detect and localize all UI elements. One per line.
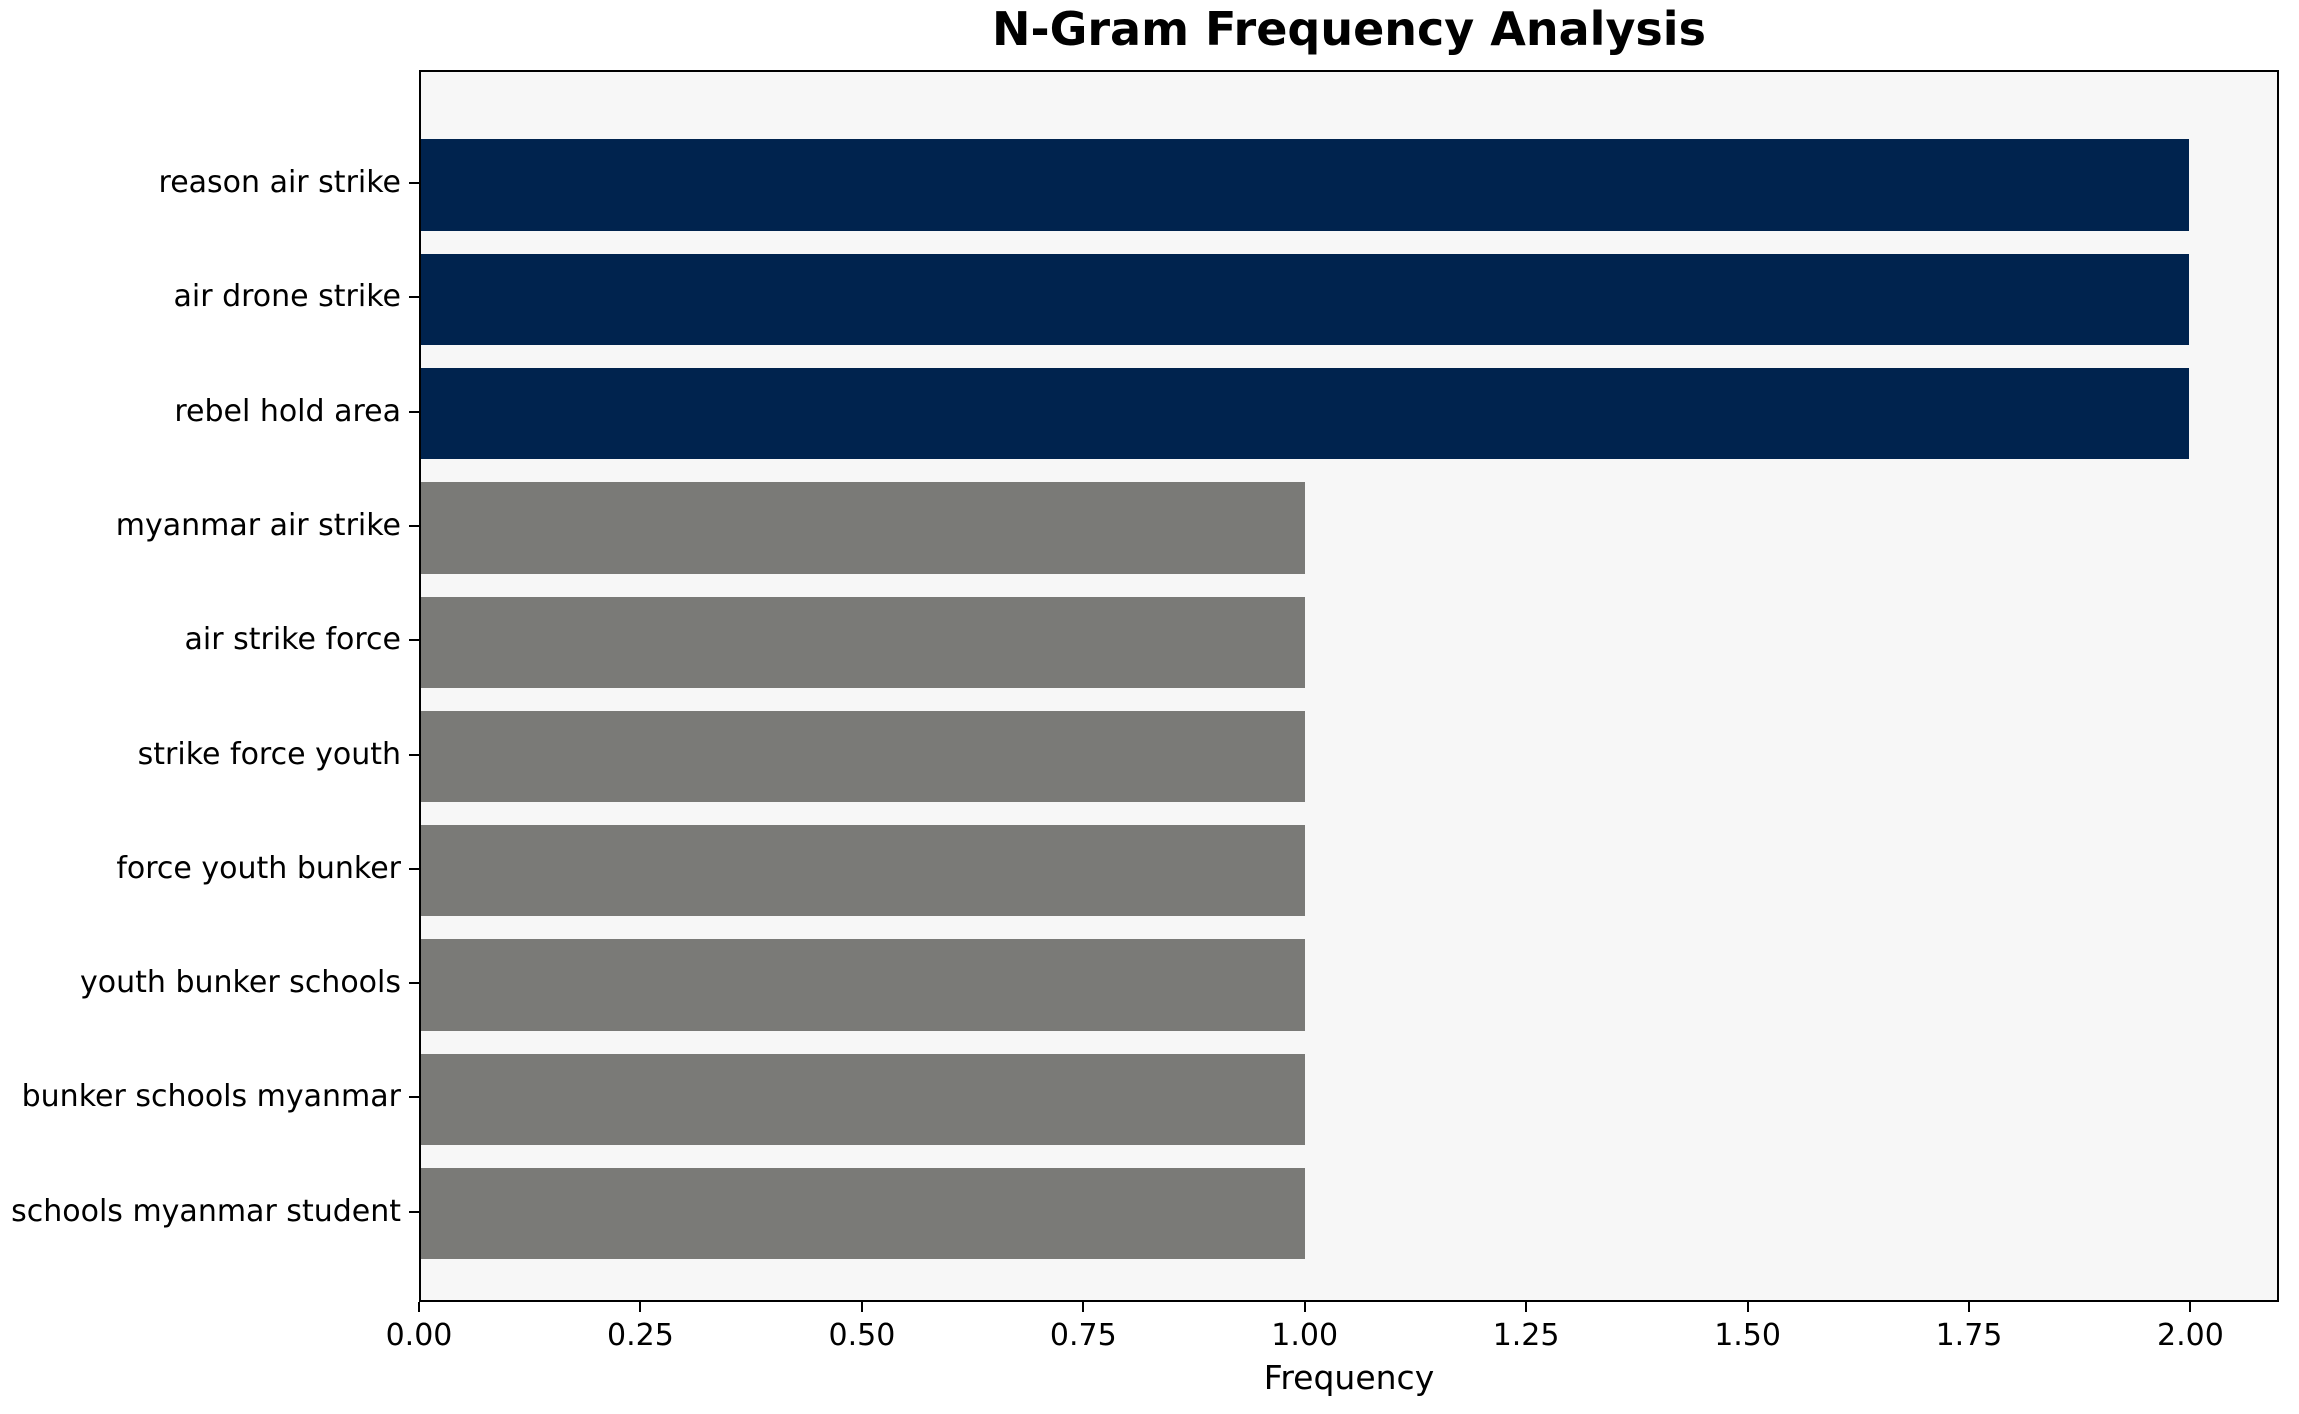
y-tick [409,182,419,185]
x-axis-label: Frequency [1263,1358,1435,1397]
y-tick-label: force youth bunker [116,850,401,886]
x-tick [418,1302,420,1312]
x-tick-label: 1.50 [1714,1318,1781,1353]
x-tick [1746,1302,1749,1312]
y-tick [409,753,419,756]
bar-air-drone-strike [421,253,2189,346]
bar-youth-bunker-schools [421,939,1305,1031]
x-tick [2189,1302,2192,1312]
y-tick-label: reason air strike [158,165,401,201]
x-tick [1525,1302,1528,1312]
chart-title: N-Gram Frequency Analysis [992,2,1706,56]
x-tick-label: 0.75 [1049,1318,1117,1353]
y-tick [409,982,419,985]
bar-reason-air-strike [421,139,2189,231]
bar-rebel-hold-area [421,368,2189,460]
bar-schools-myanmar-student [421,1168,1305,1260]
plot-area [419,70,2279,1302]
x-tick [1082,1302,1085,1312]
bar-bunker-schools-myanmar [421,1053,1305,1146]
y-tick [409,525,419,527]
bar-air-strike-force [421,596,1305,688]
x-tick-label: 1.75 [1935,1318,2003,1353]
y-tick [409,639,419,642]
bar-force-youth-bunker [421,825,1305,917]
x-tick-label: 0.25 [606,1318,674,1353]
y-tick-label: strike force youth [137,736,401,772]
x-tick-label: 0.50 [828,1318,896,1353]
y-tick [409,1096,419,1099]
y-tick-label: air drone strike [173,279,402,315]
bar-strike-force-youth [421,710,1305,803]
x-tick [1968,1302,1970,1312]
x-tick [639,1302,642,1312]
x-tick-label: 1.00 [1271,1318,1339,1353]
y-tick-label: rebel hold area [174,393,401,429]
y-tick-label: air strike force [184,622,402,658]
y-tick [409,296,419,299]
x-tick-label: 0.00 [385,1318,453,1353]
y-tick-label: schools myanmar student [11,1193,401,1229]
x-tick [860,1302,863,1312]
y-tick-label: bunker schools myanmar [21,1079,401,1115]
y-tick-label: myanmar air strike [115,508,401,543]
y-tick [409,867,419,870]
x-tick [1303,1302,1306,1312]
bar-myanmar-air-strike [421,482,1305,574]
x-tick-label: 1.25 [1492,1318,1560,1353]
x-tick-label: 2.00 [2156,1318,2224,1353]
y-tick-label: youth bunker schools [80,965,401,1001]
y-tick [409,410,419,413]
y-tick [409,1210,419,1213]
